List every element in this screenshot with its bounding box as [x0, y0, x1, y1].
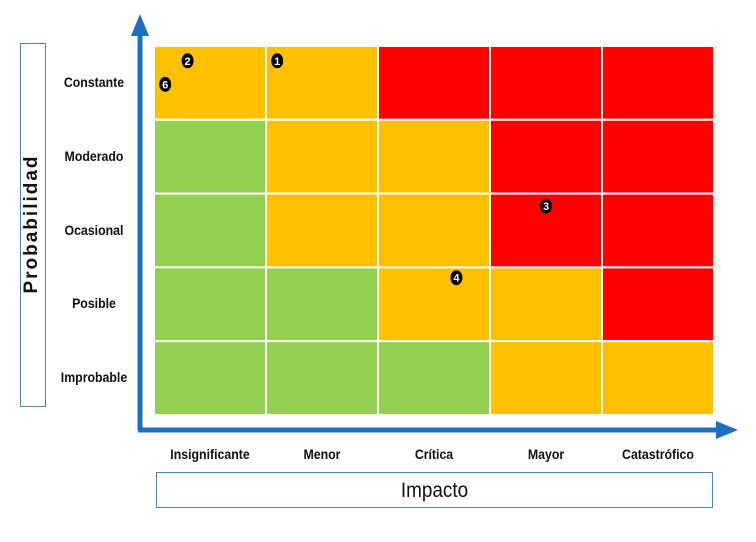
risk-marker-1	[271, 53, 284, 69]
row-label-5: Improbable	[60, 369, 128, 386]
matrix-cell-4-5	[601, 266, 715, 343]
matrix-cell-1-3	[377, 45, 491, 121]
matrix-cell-4-1	[153, 266, 267, 343]
matrix-cell-1-4	[489, 45, 603, 121]
matrix-cell-2-4	[489, 118, 603, 195]
matrix-cell-4-3	[377, 266, 491, 343]
matrix-cell-4-2	[265, 266, 379, 343]
matrix-cell-3-3	[377, 192, 491, 269]
y-axis-arrowhead	[131, 14, 149, 36]
matrix-cell-1-1	[153, 45, 267, 121]
risk-marker-label-3: 3	[543, 201, 549, 213]
matrix-cell-2-2	[265, 118, 379, 195]
ylabel-box	[20, 43, 46, 407]
matrix-cell-1-2	[265, 45, 379, 121]
risk-marker-label-6: 6	[162, 79, 168, 91]
row-label-4: Posible	[72, 295, 116, 312]
matrix-cell-5-1	[153, 340, 267, 417]
risk-marker-2	[181, 53, 194, 69]
matrix-cell-5-2	[265, 340, 379, 417]
column-label-3: Crítica	[414, 446, 454, 462]
risk-marker-4	[450, 270, 463, 286]
matrix-cell-3-2	[265, 192, 379, 269]
matrix-cell-5-4	[489, 340, 603, 417]
matrix-cell-2-3	[377, 118, 491, 195]
matrix-cell-4-4	[489, 266, 603, 343]
x-axis-title: Impacto	[400, 479, 469, 502]
matrix-cell-2-1	[153, 118, 267, 195]
row-label-3: Ocasional	[64, 221, 124, 238]
matrix-cell-1-5	[601, 45, 715, 121]
row-label-2: Moderado	[64, 147, 124, 164]
row-label-1: Constante	[63, 73, 125, 90]
matrix-cell-3-5	[601, 192, 715, 269]
column-label-2: Menor	[303, 446, 341, 462]
matrix-cell-3-1	[153, 192, 267, 269]
matrix-cell-5-5	[601, 340, 715, 417]
risk-marker-label-1: 1	[274, 56, 280, 68]
risk-marker-label-2: 2	[185, 56, 191, 68]
xlabel-box: Impacto	[156, 472, 713, 508]
column-label-1: Insignificante	[170, 446, 250, 462]
x-axis-arrowhead	[716, 421, 738, 439]
matrix-cell-2-5	[601, 118, 715, 195]
risk-marker-3	[540, 198, 552, 214]
column-label-5: Catastrófico	[622, 446, 694, 462]
risk-marker-6	[159, 76, 172, 92]
matrix-cell-5-3	[377, 340, 491, 417]
y-axis-title: Probabilidad	[21, 154, 42, 294]
column-label-4: Mayor	[527, 446, 565, 462]
risk-marker-label-4: 4	[453, 273, 460, 285]
